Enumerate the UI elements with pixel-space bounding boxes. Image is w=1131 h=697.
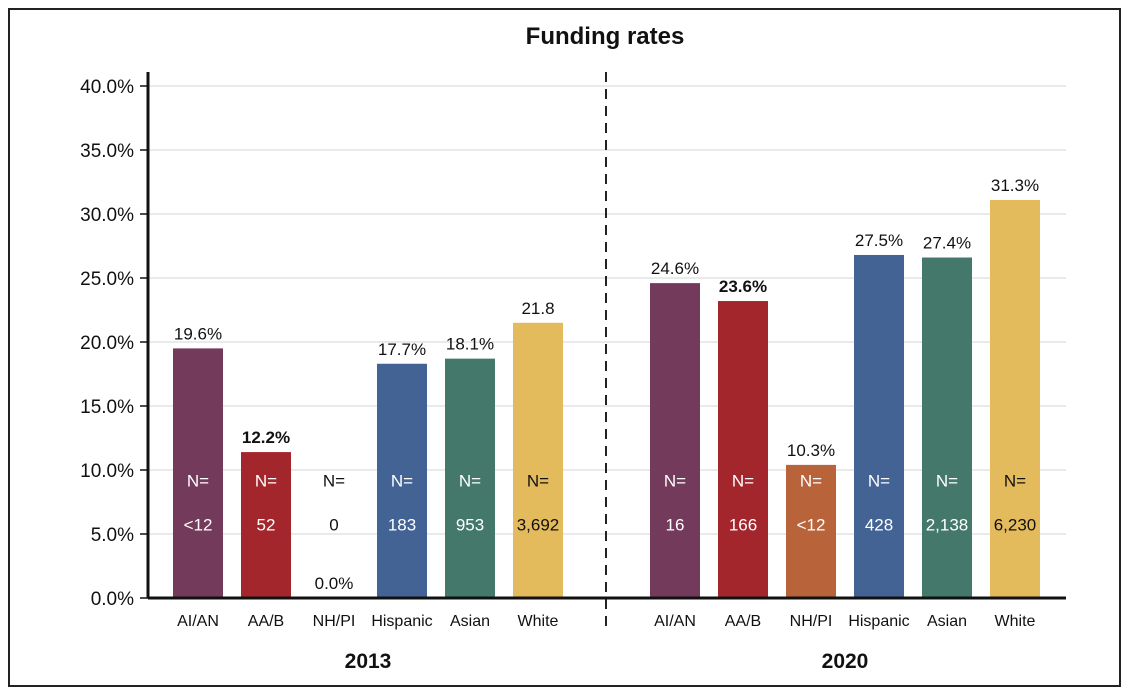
category-label: AA/B	[248, 613, 284, 630]
n-prefix-label: N=	[255, 472, 277, 491]
n-prefix-label: N=	[1004, 472, 1026, 491]
n-count-label: 166	[729, 515, 757, 534]
data-label: 0.0%	[315, 574, 354, 593]
n-count-label: 3,692	[517, 515, 560, 534]
data-label: 21.8	[521, 299, 554, 318]
y-tick-label: 15.0%	[80, 397, 134, 418]
n-prefix-label: N=	[936, 472, 958, 491]
y-tick-label: 10.0%	[80, 461, 134, 482]
n-count-label: 52	[257, 515, 276, 534]
n-prefix-label: N=	[527, 472, 549, 491]
n-prefix-label: N=	[800, 472, 822, 491]
bar	[173, 348, 223, 598]
bar	[241, 452, 291, 598]
chart-title: Funding rates	[526, 23, 685, 50]
n-prefix-label: N=	[664, 472, 686, 491]
n-prefix-label: N=	[323, 472, 345, 491]
category-label: White	[995, 613, 1036, 630]
category-label: Hispanic	[371, 613, 432, 630]
y-tick-label: 30.0%	[80, 205, 134, 226]
n-count-label: 428	[865, 515, 893, 534]
n-prefix-label: N=	[391, 472, 413, 491]
category-label: Asian	[450, 613, 490, 630]
n-count-label: 183	[388, 515, 416, 534]
category-label: White	[518, 613, 559, 630]
bar	[718, 301, 768, 598]
data-label: 24.6%	[651, 259, 699, 278]
category-label: NH/PI	[313, 613, 356, 630]
bar	[445, 358, 495, 598]
bar	[650, 283, 700, 598]
axes: 0.0% 5.0% 10.0% 15.0% 20.0% 25.0% 30.0% 35.0% 40…	[80, 72, 1066, 673]
data-label: 12.2%	[242, 428, 290, 447]
category-label: AI/AN	[654, 613, 696, 630]
n-count-label: 0	[329, 515, 338, 534]
y-tick-label: 5.0%	[91, 525, 134, 546]
group-label: 2020	[822, 650, 869, 673]
category-label: Hispanic	[848, 613, 909, 630]
category-label: Asian	[927, 613, 967, 630]
y-tick-label: 40.0%	[80, 77, 134, 98]
data-label: 19.6%	[174, 324, 222, 343]
category-label: AI/AN	[177, 613, 219, 630]
n-count-label: 6,230	[994, 515, 1037, 534]
category-label: NH/PI	[790, 613, 833, 630]
bar	[786, 464, 836, 598]
data-label: 27.4%	[923, 234, 971, 253]
data-label: 27.5%	[855, 231, 903, 250]
n-count-label: 16	[666, 515, 685, 534]
bars: 19.6% N= <12 12.2% N= 52 0.0% N= 0 17.7% N= 183 18.1…	[173, 176, 1040, 599]
data-label: 23.6%	[719, 277, 767, 296]
n-count-label: 2,138	[926, 515, 969, 534]
n-count-label: <12	[797, 515, 826, 534]
y-tick-label: 0.0%	[91, 589, 134, 610]
bar	[990, 199, 1040, 599]
n-prefix-label: N=	[187, 472, 209, 491]
y-tick-label: 25.0%	[80, 269, 134, 290]
n-count-label: <12	[184, 515, 213, 534]
n-prefix-label: N=	[868, 472, 890, 491]
bar	[854, 254, 904, 598]
n-prefix-label: N=	[732, 472, 754, 491]
group-label: 2013	[345, 650, 392, 673]
bar	[513, 322, 563, 598]
data-label: 31.3%	[991, 176, 1039, 195]
y-tick-label: 35.0%	[80, 141, 134, 162]
data-label: 18.1%	[446, 335, 494, 354]
data-label: 17.7%	[378, 340, 426, 359]
n-count-label: 953	[456, 515, 484, 534]
y-tick-label: 20.0%	[80, 333, 134, 354]
n-prefix-label: N=	[459, 472, 481, 491]
data-label: 10.3%	[787, 441, 835, 460]
bar	[377, 363, 427, 598]
category-label: AA/B	[725, 613, 761, 630]
bar	[922, 257, 972, 598]
